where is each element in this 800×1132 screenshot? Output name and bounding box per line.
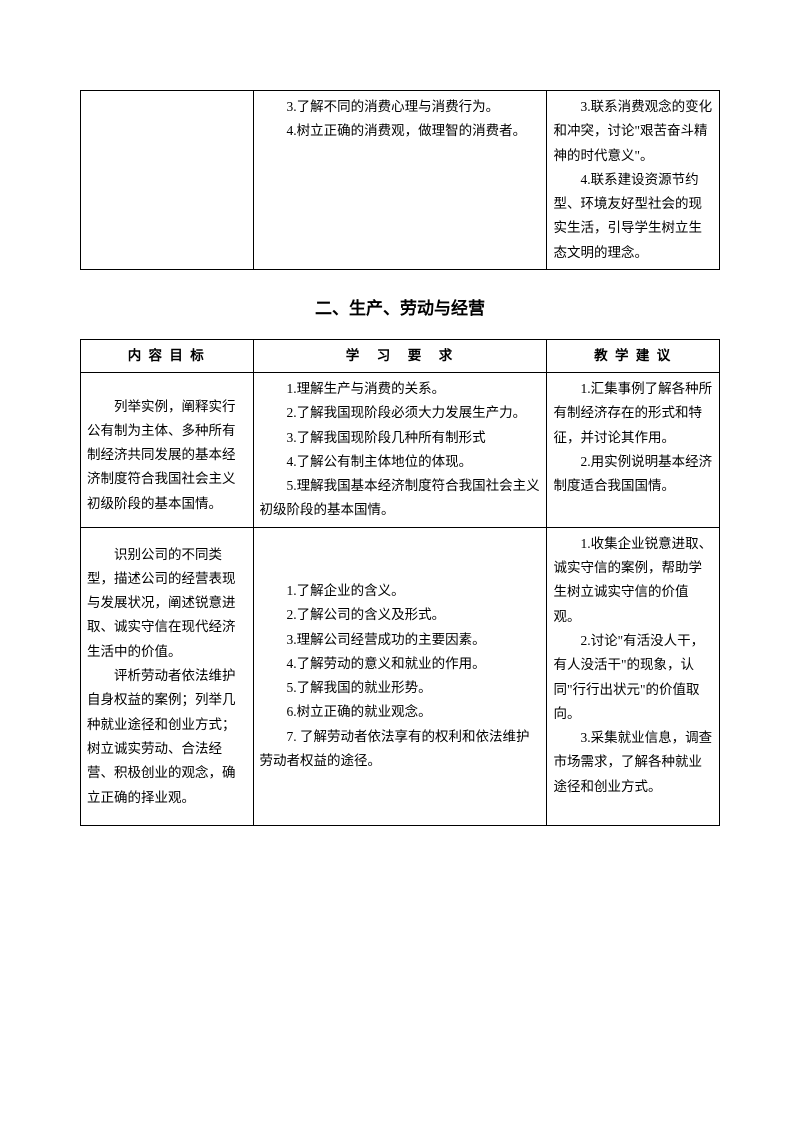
r1-c2-1: 1.理解生产与消费的关系。: [260, 377, 541, 401]
t1-col3: 3.联系消费观念的变化和冲突，讨论"艰苦奋斗精神的时代意义"。 4.联系建设资源…: [547, 91, 720, 270]
section-title: 二、生产、劳动与经营: [80, 294, 720, 325]
main-table: 内 容 目 标 学 习 要 求 教 学 建 议 列举实例，阐释实行公有制为主体、…: [80, 339, 720, 826]
r1-col2: 1.理解生产与消费的关系。 2.了解我国现阶段必须大力发展生产力。 3.了解我国…: [253, 372, 547, 527]
r2-c2-7: 7. 了解劳动者依法享有的权利和依法维护劳动者权益的途径。: [260, 725, 541, 774]
t1-col2: 3.了解不同的消费心理与消费行为。 4.树立正确的消费观，做理智的消费者。: [253, 91, 547, 270]
r2-c1-p2: 评析劳动者依法维护自身权益的案例；列举几种就业途径和创业方式；树立诚实劳动、合法…: [87, 664, 247, 810]
t1-c2-item4: 4.树立正确的消费观，做理智的消费者。: [260, 119, 541, 143]
t1-c2-item3: 3.了解不同的消费心理与消费行为。: [260, 95, 541, 119]
r2-c2-4: 4.了解劳动的意义和就业的作用。: [260, 652, 541, 676]
r2-c3-3: 3.采集就业信息，调查市场需求，了解各种就业途径和创业方式。: [553, 726, 713, 799]
r2-c2-2: 2.了解公司的含义及形式。: [260, 603, 541, 627]
r1-c3-1: 1.汇集事例了解各种所有制经济存在的形式和特征，并讨论其作用。: [553, 377, 713, 450]
t1-col1-empty: [81, 91, 254, 270]
r1-c1-text: 列举实例，阐释实行公有制为主体、多种所有制经济共同发展的基本经济制度符合我国社会…: [87, 395, 247, 516]
r2-c2-3: 3.理解公司经营成功的主要因素。: [260, 628, 541, 652]
r1-c2-3: 3.了解我国现阶段几种所有制形式: [260, 426, 541, 450]
r2-c1-p1: 识别公司的不同类型，描述公司的经营表现与发展状况，阐述锐意进取、诚实守信在现代经…: [87, 543, 247, 664]
r2-col1: 识别公司的不同类型，描述公司的经营表现与发展状况，阐述锐意进取、诚实守信在现代经…: [81, 527, 254, 825]
continuation-table: 3.了解不同的消费心理与消费行为。 4.树立正确的消费观，做理智的消费者。 3.…: [80, 90, 720, 270]
t1-c3-item3: 3.联系消费观念的变化和冲突，讨论"艰苦奋斗精神的时代意义"。: [553, 95, 713, 168]
r1-c2-5: 5.理解我国基本经济制度符合我国社会主义初级阶段的基本国情。: [260, 474, 541, 523]
r2-c3-2: 2.讨论"有活没人干，有人没活干"的现象，认同"行行出状元"的价值取向。: [553, 629, 713, 726]
t1-c3-item4: 4.联系建设资源节约型、环境友好型社会的现实生活，引导学生树立生态文明的理念。: [553, 168, 713, 265]
r2-c2-1: 1.了解企业的含义。: [260, 579, 541, 603]
r2-c2-6: 6.树立正确的就业观念。: [260, 700, 541, 724]
r1-c2-4: 4.了解公有制主体地位的体现。: [260, 450, 541, 474]
r1-col3: 1.汇集事例了解各种所有制经济存在的形式和特征，并讨论其作用。 2.用实例说明基…: [547, 372, 720, 527]
r1-c2-2: 2.了解我国现阶段必须大力发展生产力。: [260, 401, 541, 425]
header-suggest: 教 学 建 议: [547, 339, 720, 372]
header-req: 学 习 要 求: [253, 339, 547, 372]
r1-col1: 列举实例，阐释实行公有制为主体、多种所有制经济共同发展的基本经济制度符合我国社会…: [81, 372, 254, 527]
r2-c3-1: 1.收集企业锐意进取、诚实守信的案例，帮助学生树立诚实守信的价值观。: [553, 532, 713, 629]
r2-col2: 1.了解企业的含义。 2.了解公司的含义及形式。 3.理解公司经营成功的主要因素…: [253, 527, 547, 825]
r2-col3: 1.收集企业锐意进取、诚实守信的案例，帮助学生树立诚实守信的价值观。 2.讨论"…: [547, 527, 720, 825]
r1-c3-2: 2.用实例说明基本经济制度适合我国国情。: [553, 450, 713, 499]
r2-c2-5: 5.了解我国的就业形势。: [260, 676, 541, 700]
header-goal: 内 容 目 标: [81, 339, 254, 372]
